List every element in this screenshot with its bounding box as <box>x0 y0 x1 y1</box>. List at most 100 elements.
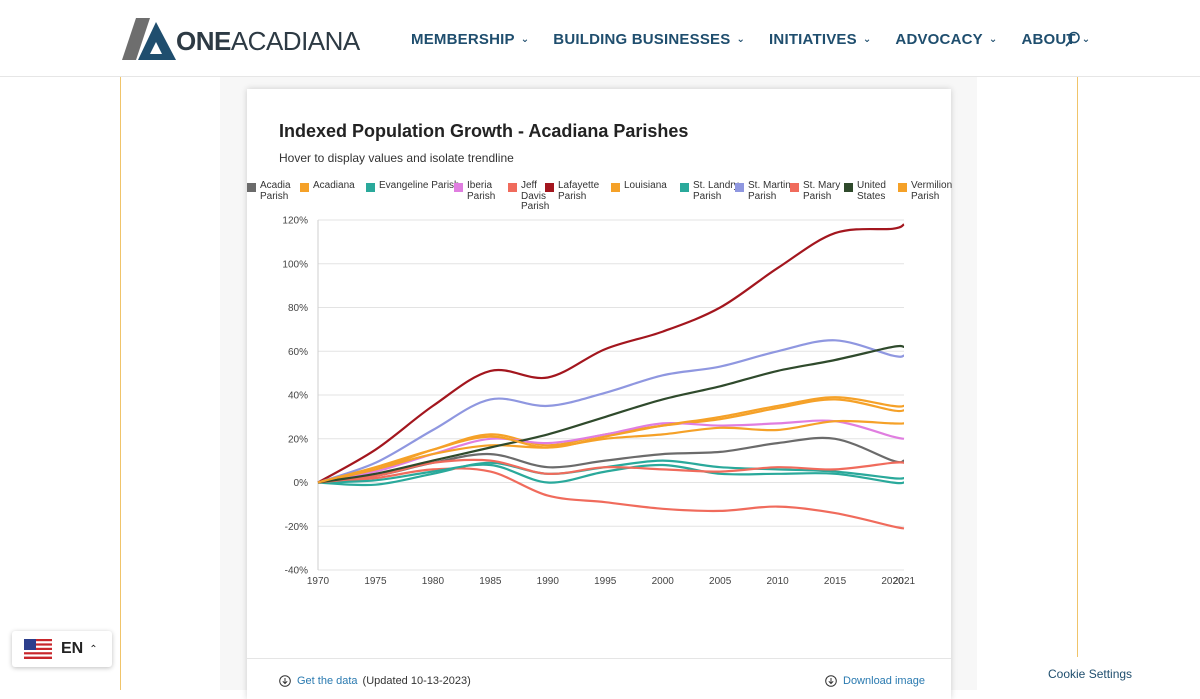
legend-label: St. Landry Parish <box>693 180 739 202</box>
x-tick-label: 2005 <box>709 576 732 587</box>
legend-label: St. Martin Parish <box>748 180 791 202</box>
chart-subtitle: Hover to display values and isolate tren… <box>279 151 514 165</box>
nav-advocacy-label: ADVOCACY <box>895 30 983 48</box>
chevron-down-icon: ⌄ <box>736 33 746 45</box>
line-chart[interactable]: 120% 100% 80% 60% 40% 20% 0% -20% -40%1970 1975 19… <box>247 209 951 629</box>
chart-legend: Acadia Parish Acadiana Evangeline Parish Ib… <box>247 180 952 217</box>
chevron-up-icon: ⌃ <box>89 643 98 655</box>
x-tick-label: 1985 <box>479 576 502 587</box>
y-tick-label: 80% <box>288 303 308 314</box>
main-nav: MEMBERSHIP ⌄ BUILDING BUSINESSES ⌄ INITIAT… <box>411 28 1114 50</box>
nav-about[interactable]: ABOUT ⌄ <box>1021 31 1090 48</box>
legend-swatch <box>545 183 554 192</box>
x-tick-label: 2010 <box>766 576 789 587</box>
logo-mark-icon <box>122 18 176 60</box>
legend-swatch <box>247 183 256 192</box>
logo-rest: ACADIANA <box>230 26 360 56</box>
chevron-down-icon: ⌄ <box>1081 33 1091 45</box>
nav-membership[interactable]: MEMBERSHIP ⌄ <box>411 31 529 48</box>
legend-item[interactable]: St. Landry Parish <box>680 180 743 202</box>
legend-label: Iberia Parish <box>467 180 496 202</box>
download-icon <box>825 675 837 687</box>
legend-label: Louisiana <box>624 180 667 191</box>
search-icon[interactable] <box>1065 31 1081 47</box>
series-line-evangeline-parish[interactable] <box>317 459 905 487</box>
nav-initiatives-label: INITIATIVES <box>769 30 857 48</box>
x-tick-label: 2021 <box>893 576 916 587</box>
chevron-down-icon: ⌄ <box>520 33 530 45</box>
nav-about-label: ABOUT <box>1021 30 1076 48</box>
layout-guide-right <box>1077 77 1078 657</box>
legend-label: St. Mary Parish <box>803 180 841 202</box>
x-tick-label: 2020 <box>881 576 904 587</box>
legend-item[interactable]: St. Mary Parish <box>790 180 853 202</box>
chart-footer-left: Get the data (Updated 10-13-2023) <box>279 675 471 687</box>
series-line-united-states[interactable] <box>317 344 905 484</box>
legend-swatch <box>844 183 853 192</box>
legend-item[interactable]: Jeff Davis Parish <box>508 180 553 213</box>
y-tick-label: 20% <box>288 434 308 445</box>
logo-text: ONEACADIANA <box>176 26 360 56</box>
x-tick-label: 1995 <box>594 576 617 587</box>
us-flag-icon <box>24 639 52 659</box>
logo-one: ONE <box>176 26 231 56</box>
nav-initiatives[interactable]: INITIATIVES ⌄ <box>769 31 871 48</box>
legend-label: Jeff Davis Parish <box>521 180 550 212</box>
y-tick-label: 0% <box>294 478 309 489</box>
y-tick-label: 40% <box>288 391 308 402</box>
x-tick-label: 2000 <box>652 576 675 587</box>
legend-swatch <box>454 183 463 192</box>
series-line-st-martin-parish[interactable] <box>317 339 905 484</box>
legend-swatch <box>735 183 744 192</box>
legend-item[interactable]: Iberia Parish <box>454 180 517 202</box>
chart-footer-right: Download image <box>825 675 925 687</box>
get-data-link[interactable]: Get the data <box>297 675 358 687</box>
legend-swatch <box>790 183 799 192</box>
legend-item[interactable]: Louisiana <box>611 180 688 192</box>
legend-swatch <box>898 183 907 192</box>
language-switcher[interactable]: EN ⌃ <box>12 631 112 667</box>
legend-item[interactable]: Acadiana <box>300 180 373 192</box>
series-line-vermilion-parish[interactable] <box>317 396 905 484</box>
legend-item[interactable]: Vermilion Parish <box>898 180 961 202</box>
series-line-louisiana[interactable] <box>317 419 905 484</box>
nav-building-businesses[interactable]: BUILDING BUSINESSES ⌄ <box>553 31 745 48</box>
language-code: EN <box>61 640 84 657</box>
legend-item[interactable]: Evangeline Parish <box>366 180 463 192</box>
x-tick-label: 2015 <box>824 576 847 587</box>
y-tick-label: 60% <box>288 347 308 358</box>
footer-divider <box>247 658 951 659</box>
legend-item[interactable]: United States <box>844 180 907 202</box>
x-tick-label: 1970 <box>307 576 330 587</box>
site-logo[interactable]: ONEACADIANA <box>120 14 360 62</box>
layout-guide-left <box>120 77 121 690</box>
legend-swatch <box>611 183 620 192</box>
legend-swatch <box>508 183 517 192</box>
legend-item[interactable]: Acadia Parish <box>247 180 308 202</box>
series-line-lafayette-parish[interactable] <box>317 223 905 484</box>
y-tick-label: 120% <box>282 216 308 227</box>
legend-label: Acadia Parish <box>260 180 291 202</box>
x-tick-label: 1975 <box>364 576 387 587</box>
chart-card: Indexed Population Growth - Acadiana Par… <box>247 89 952 699</box>
y-tick-label: -20% <box>285 522 308 533</box>
x-tick-label: 1990 <box>537 576 560 587</box>
download-image-link[interactable]: Download image <box>843 675 925 687</box>
legend-item[interactable]: St. Martin Parish <box>735 180 798 202</box>
series-line-st-mary-parish[interactable] <box>317 458 905 484</box>
chevron-down-icon: ⌄ <box>862 33 872 45</box>
chart-title: Indexed Population Growth - Acadiana Par… <box>279 121 689 141</box>
download-icon <box>279 675 291 687</box>
cookie-settings-link[interactable]: Cookie Settings <box>1048 667 1133 681</box>
nav-building-businesses-label: BUILDING BUSINESSES <box>553 30 731 48</box>
legend-swatch <box>300 183 309 192</box>
legend-item[interactable]: Lafayette Parish <box>545 180 620 202</box>
nav-advocacy[interactable]: ADVOCACY ⌄ <box>895 31 997 48</box>
legend-label: Acadiana <box>313 180 355 191</box>
x-tick-label: 1980 <box>422 576 445 587</box>
legend-label: Lafayette Parish <box>558 180 600 202</box>
series-line-jeff-davis-parish[interactable] <box>317 467 905 530</box>
y-tick-label: -40% <box>285 566 308 577</box>
updated-text: (Updated 10-13-2023) <box>362 675 471 687</box>
legend-swatch <box>680 183 689 192</box>
